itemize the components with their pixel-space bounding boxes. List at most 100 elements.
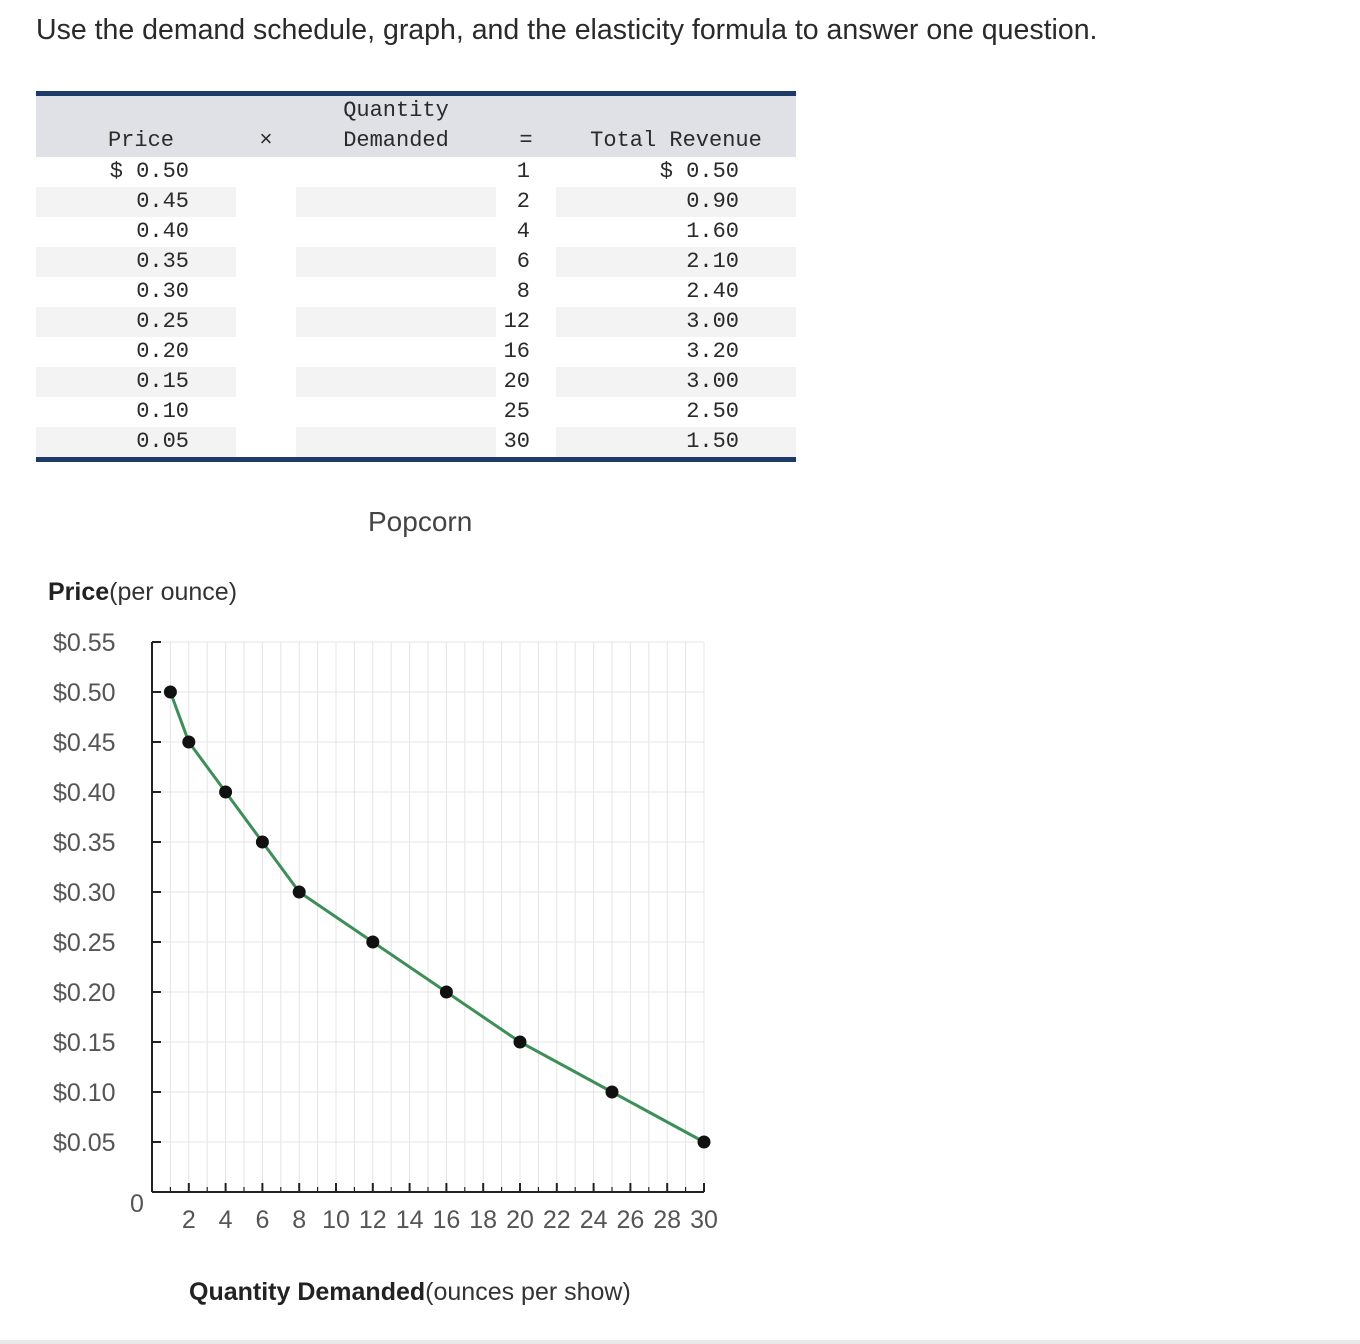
quantity-cell: 16 xyxy=(503,339,530,364)
revenue-cell: 3.20 xyxy=(686,339,739,364)
header-price: Price xyxy=(107,128,174,153)
data-point xyxy=(366,935,380,949)
revenue-cell: 3.00 xyxy=(556,307,796,337)
x-tick-label: 30 xyxy=(690,1206,718,1234)
y-axis-label: Price(per ounce) xyxy=(48,578,238,606)
price-cell: 0.05 xyxy=(36,427,236,457)
x-tick-label: 28 xyxy=(653,1206,681,1234)
quantity-cell: 2 xyxy=(296,187,530,217)
demand-curve-chart: $0.05 $0.10 $0.15 $0.20 $0.25 $0.30 $0.35 $0.40… xyxy=(53,629,718,1234)
y-tick-label: $0.30 xyxy=(53,879,116,907)
table-row: 0.20 16 3.20 xyxy=(36,337,796,367)
origin-label: 0 xyxy=(130,1190,144,1218)
y-tick-label: $0.15 xyxy=(53,1029,116,1057)
x-tick-label: 24 xyxy=(580,1206,608,1234)
data-point xyxy=(219,785,233,799)
spacer-cell xyxy=(236,367,296,397)
table-row: 0.35 6 2.10 xyxy=(36,247,796,277)
revenue-cell: 2.10 xyxy=(556,247,796,277)
data-point xyxy=(255,835,269,849)
spacer-cell xyxy=(236,157,296,187)
y-tick-label: $0.55 xyxy=(53,629,116,657)
data-point xyxy=(163,685,177,699)
header-times-sign: × xyxy=(259,128,273,153)
revenue-cell: 2.40 xyxy=(686,279,739,304)
price-cell: 0.15 xyxy=(36,367,236,397)
quantity-cell: 1 xyxy=(516,159,530,184)
spacer-cell xyxy=(236,307,296,337)
revenue-cell: $ 0.50 xyxy=(659,159,739,184)
table-row: 0.10 25 2.50 xyxy=(36,397,796,427)
x-tick-label: 10 xyxy=(322,1206,350,1234)
table-row: 0.15 20 3.00 xyxy=(36,367,796,397)
quantity-cell: 8 xyxy=(516,279,530,304)
data-point xyxy=(513,1035,527,1049)
spacer-cell xyxy=(236,337,296,367)
price-cell: 0.10 xyxy=(136,399,189,424)
revenue-cell: 0.90 xyxy=(556,187,796,217)
table-row: 0.25 12 3.00 xyxy=(36,307,796,337)
table-row: 0.45 2 0.90 xyxy=(36,187,796,217)
quantity-cell: 12 xyxy=(296,307,530,337)
header-quantity-demanded: Quantity Demanded xyxy=(343,98,449,153)
quantity-cell: 6 xyxy=(296,247,530,277)
price-cell: 0.30 xyxy=(136,279,189,304)
spacer-cell xyxy=(236,277,296,307)
data-point xyxy=(182,735,196,749)
price-cell: 0.40 xyxy=(136,219,189,244)
data-point xyxy=(292,885,306,899)
x-tick-label: 22 xyxy=(543,1206,571,1234)
quantity-cell: 30 xyxy=(296,427,530,457)
x-tick-label: 4 xyxy=(219,1206,233,1234)
table-row: $ 0.50 1 $ 0.50 xyxy=(36,157,796,187)
spacer-cell xyxy=(236,427,296,457)
quantity-cell: 20 xyxy=(296,367,530,397)
price-cell: $ 0.50 xyxy=(109,159,189,184)
header-equals-sign: = xyxy=(519,128,533,153)
table-row: 0.40 4 1.60 xyxy=(36,217,796,247)
x-tick-label: 26 xyxy=(616,1206,644,1234)
quantity-cell: 25 xyxy=(503,399,530,424)
y-tick-label: $0.05 xyxy=(53,1129,116,1157)
x-tick-label: 8 xyxy=(292,1206,306,1234)
x-tick-label: 18 xyxy=(469,1206,497,1234)
spacer-cell xyxy=(236,217,296,247)
x-tick-label: 12 xyxy=(359,1206,387,1234)
spacer-cell xyxy=(236,247,296,277)
table-row: 0.30 8 2.40 xyxy=(36,277,796,307)
x-tick-label: 6 xyxy=(255,1206,269,1234)
y-tick-label: $0.10 xyxy=(53,1079,116,1107)
revenue-cell: 2.50 xyxy=(686,399,739,424)
y-tick-label: $0.25 xyxy=(53,929,116,957)
x-tick-label: 20 xyxy=(506,1206,534,1234)
x-tick-label: 16 xyxy=(432,1206,460,1234)
x-tick-label: 2 xyxy=(182,1206,196,1234)
chart-title: Popcorn xyxy=(368,506,473,537)
data-point xyxy=(605,1085,619,1099)
price-cell: 0.20 xyxy=(136,339,189,364)
table-header-row: Price × Quantity Demanded = Total Revenue xyxy=(36,96,796,157)
price-cell: 0.25 xyxy=(36,307,236,337)
y-tick-label: $0.20 xyxy=(53,979,116,1007)
table-row: 0.05 30 1.50 xyxy=(36,427,796,457)
header-total-revenue: Total Revenue xyxy=(590,128,762,153)
revenue-cell: 1.50 xyxy=(556,427,796,457)
y-tick-label: $0.35 xyxy=(53,829,116,857)
question-prompt: Use the demand schedule, graph, and the … xyxy=(36,14,1098,46)
price-cell: 0.45 xyxy=(36,187,236,217)
demand-curve-line xyxy=(168,691,705,1144)
price-cell: 0.35 xyxy=(36,247,236,277)
spacer-cell xyxy=(236,397,296,427)
y-tick-label: $0.40 xyxy=(53,779,116,807)
y-tick-label: $0.50 xyxy=(53,679,116,707)
data-point xyxy=(697,1135,711,1149)
bottom-divider xyxy=(0,1340,1360,1344)
spacer-cell xyxy=(236,187,296,217)
y-tick-label: $0.45 xyxy=(53,729,116,757)
x-tick-label: 14 xyxy=(396,1206,424,1234)
quantity-cell: 4 xyxy=(516,219,530,244)
demand-schedule-table: Price × Quantity Demanded = Total Revenue… xyxy=(36,91,796,462)
x-axis-label: Quantity Demanded(ounces per show) xyxy=(189,1278,631,1306)
data-point xyxy=(439,985,453,999)
revenue-cell: 1.60 xyxy=(686,219,739,244)
